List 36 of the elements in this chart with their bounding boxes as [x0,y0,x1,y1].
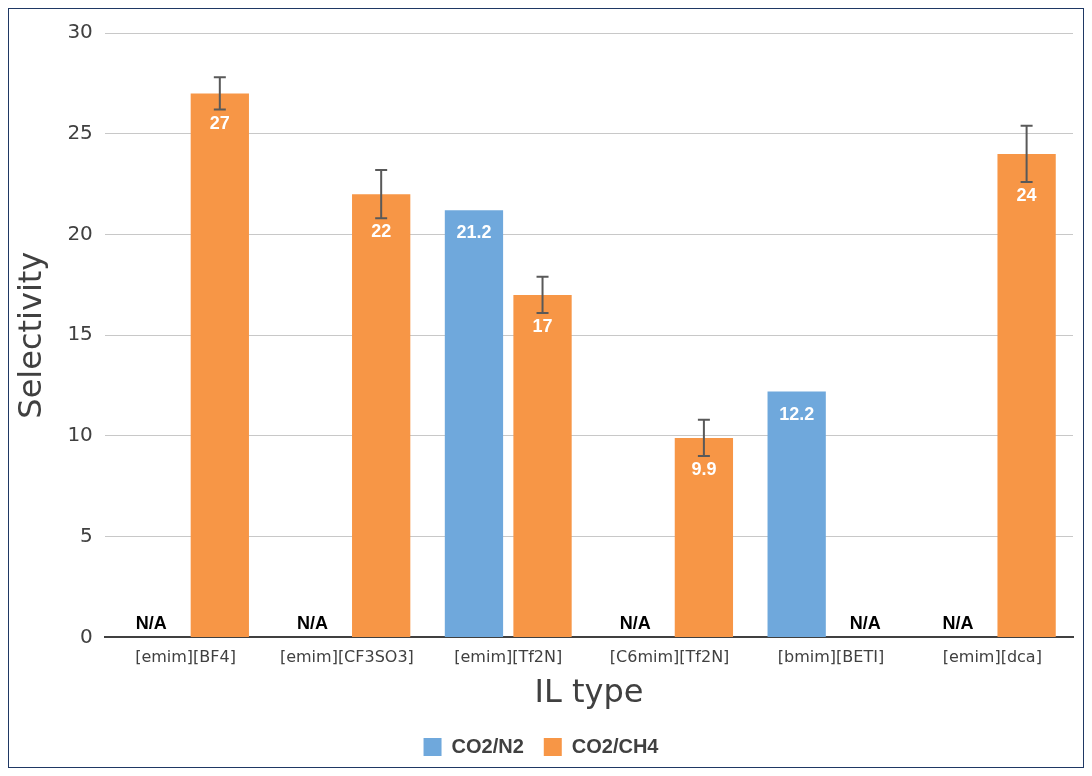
y-tick-label: 0 [80,623,93,648]
bar [444,210,504,637]
text: N/A [297,613,329,634]
text: N/A [849,613,881,634]
data-label: 9.9 [691,459,717,480]
x-axis-title: IL type [534,672,644,711]
y-axis-title: Selectivity [10,251,49,419]
y-tick-label: 15 [67,321,93,346]
text: N/A [135,613,167,634]
bar [767,391,826,637]
text: N/A [942,613,974,634]
data-label: 17 [532,316,553,337]
data-label: 27 [209,112,230,133]
bar [513,294,572,637]
y-tick-label: 20 [67,220,93,245]
x-tick-label: [emim][BF4] [135,647,236,667]
bar [997,153,1056,637]
text: N/A [619,613,651,634]
data-label: 24 [1016,185,1037,206]
x-tick-label: [emim][Tf2N] [454,647,563,667]
y-tick-label: 10 [67,422,93,447]
bar [352,194,411,637]
y-tick-label: 30 [67,19,93,44]
x-tick-label: [bmim][BETI] [777,647,885,667]
bar [190,93,249,637]
x-tick-label: [emim][CF3SO3] [279,647,414,667]
legend-label: CO2/N2 [451,734,524,757]
x-tick-label: [emim][dca] [942,647,1042,667]
data-label: 22 [371,221,392,242]
bar [674,437,734,637]
legend-label: CO2/CH4 [571,734,660,757]
x-tick-label: [C6mim][Tf2N] [609,647,730,667]
y-tick-label: 25 [67,119,93,144]
y-tick-label: 5 [80,522,93,547]
data-label: 12.2 [779,403,815,424]
data-label: 21.2 [456,222,492,243]
